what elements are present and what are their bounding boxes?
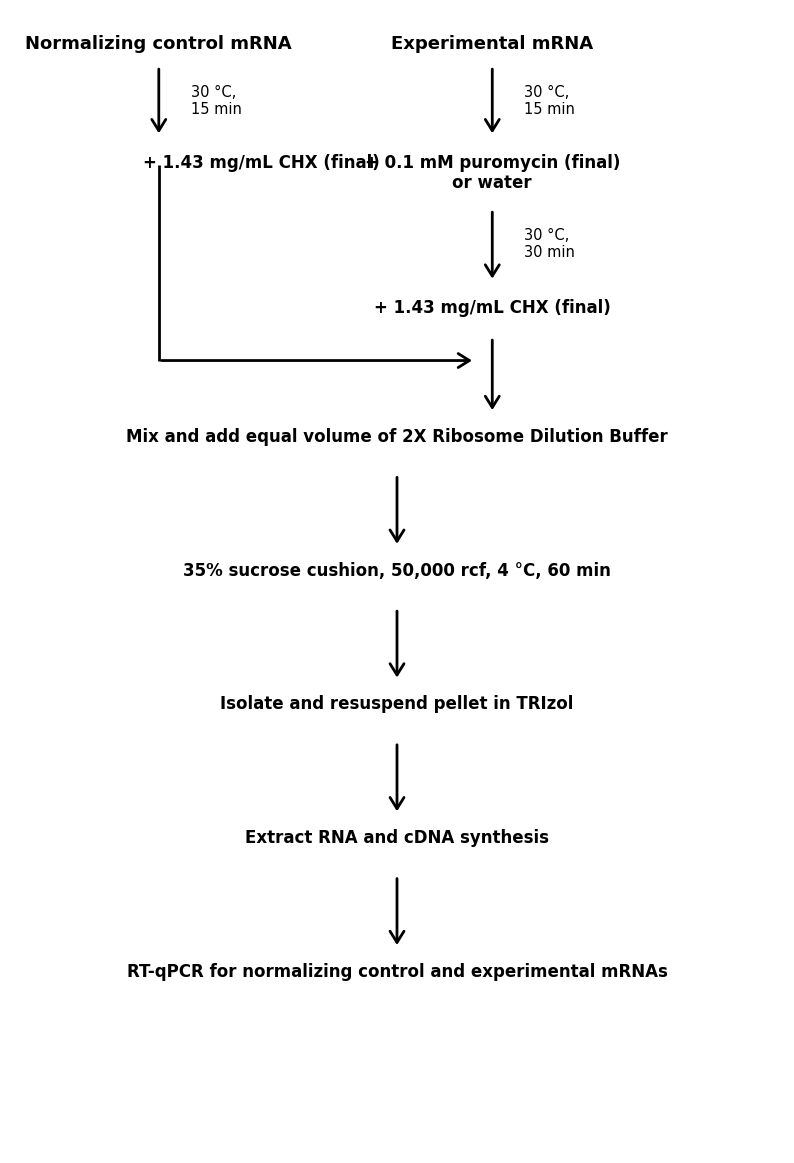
Text: Extract RNA and cDNA synthesis: Extract RNA and cDNA synthesis	[245, 829, 549, 847]
Text: + 1.43 mg/mL CHX (final): + 1.43 mg/mL CHX (final)	[374, 299, 611, 316]
Text: RT-qPCR for normalizing control and experimental mRNAs: RT-qPCR for normalizing control and expe…	[126, 963, 668, 980]
Text: + 0.1 mM puromycin (final)
or water: + 0.1 mM puromycin (final) or water	[364, 154, 620, 192]
Text: 35% sucrose cushion, 50,000 rcf, 4 °C, 60 min: 35% sucrose cushion, 50,000 rcf, 4 °C, 6…	[183, 562, 611, 579]
Text: 30 °C,
15 min: 30 °C, 15 min	[191, 85, 241, 117]
Text: Experimental mRNA: Experimental mRNA	[391, 35, 593, 52]
Text: Mix and add equal volume of 2X Ribosome Dilution Buffer: Mix and add equal volume of 2X Ribosome …	[126, 428, 668, 445]
Text: 30 °C,
30 min: 30 °C, 30 min	[524, 228, 575, 261]
Text: Normalizing control mRNA: Normalizing control mRNA	[25, 35, 292, 52]
Text: + 1.43 mg/mL CHX (final): + 1.43 mg/mL CHX (final)	[143, 154, 380, 171]
Text: Isolate and resuspend pellet in TRIzol: Isolate and resuspend pellet in TRIzol	[220, 695, 574, 713]
Text: 30 °C,
15 min: 30 °C, 15 min	[524, 85, 575, 117]
